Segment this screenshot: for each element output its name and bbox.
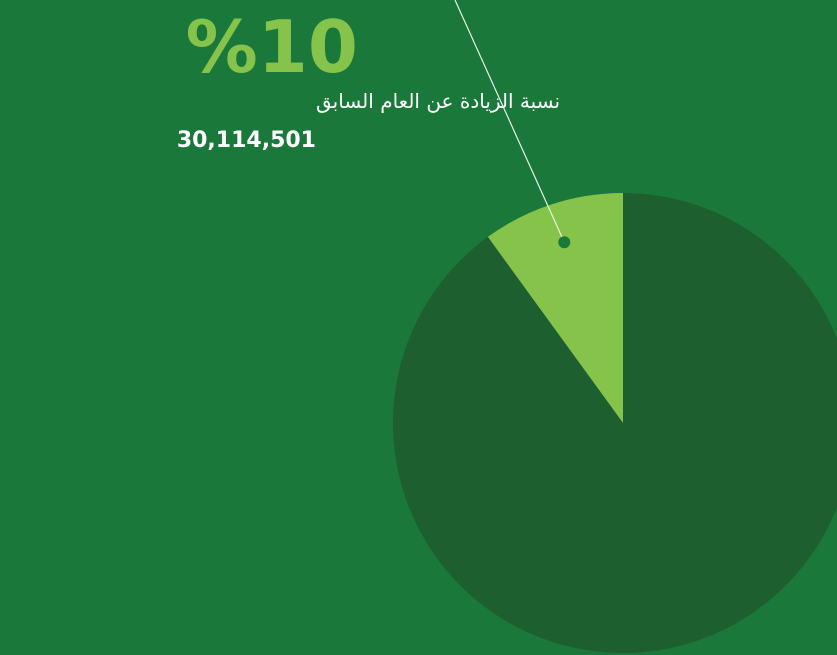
leader-line [454,0,565,243]
leader-dot [558,236,571,249]
slice-value-label: %10 [186,5,358,89]
annotation: 30,114,501 [177,128,316,153]
pie-slice [393,193,837,653]
pie-slice [487,193,623,423]
annotation: نسبة الزيادة عن العام السابق [316,89,560,113]
